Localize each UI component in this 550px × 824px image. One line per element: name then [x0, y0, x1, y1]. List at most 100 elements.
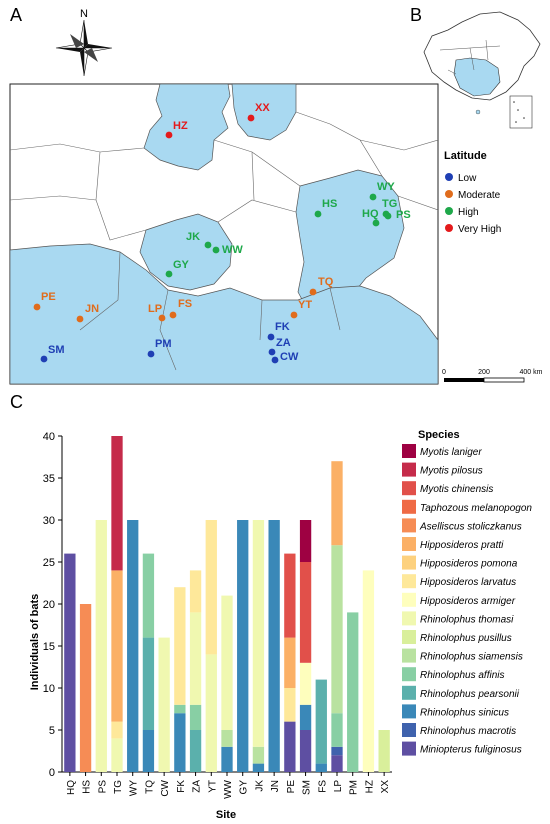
bar-segment-za-9 — [189, 570, 202, 613]
bar-segment-jk-7 — [252, 520, 265, 747]
site-label-hq: HQ — [362, 208, 379, 220]
legend-swatch-3 — [402, 685, 416, 700]
x-tick-label-tq: TQ — [144, 780, 155, 794]
bar-segment-ww-2 — [221, 746, 233, 772]
x-tick-label-za: ZA — [192, 780, 203, 793]
panel-label-a: A — [10, 5, 23, 25]
bar-segment-fs-2 — [315, 763, 327, 772]
site-dot-hs — [314, 210, 322, 218]
x-tick-label-cw: CW — [160, 779, 171, 796]
legend-swatch-12 — [402, 518, 416, 533]
province-south — [10, 243, 438, 384]
china-inset-map — [423, 11, 541, 129]
legend-swatch-2 — [402, 704, 416, 719]
bar-segment-fk-9 — [174, 587, 186, 705]
site-label-hs: HS — [322, 198, 337, 210]
legend-label-high: High — [458, 207, 479, 218]
bar-segment-yt-7 — [205, 654, 217, 772]
bar-segment-fk-2 — [174, 713, 186, 772]
legend-label-7: Rhinolophus thomasi — [420, 614, 514, 625]
legend-label-15: Myotis pilosus — [420, 466, 483, 477]
legend-swatch-8 — [402, 592, 416, 607]
x-tick-label-jn: JN — [270, 780, 281, 792]
province-shanxi — [231, 84, 297, 141]
bar-segment-fs-3 — [315, 679, 327, 764]
site-label-tg: TG — [382, 198, 397, 210]
bar-segment-jk-5 — [252, 746, 265, 764]
site-dot-jn — [76, 315, 84, 323]
species-legend-title: Species — [418, 429, 460, 441]
y-tick-label: 10 — [43, 683, 55, 695]
bar-segment-sm-2 — [299, 704, 312, 730]
legend-label-11: Hipposideros pratti — [420, 540, 504, 551]
bar-segment-tq-3 — [142, 637, 155, 730]
site-dot-pe — [33, 303, 41, 311]
map-frame — [9, 83, 439, 385]
legend-swatch-0 — [402, 741, 416, 756]
site-label-fs: FS — [178, 298, 192, 310]
y-tick-label: 20 — [43, 599, 55, 611]
bar-segment-ps-7 — [95, 520, 107, 772]
legend-dot-very-high — [445, 224, 453, 232]
bar-segment-xx-6 — [378, 730, 390, 772]
legend-swatch-16 — [402, 444, 416, 458]
site-label-cw: CW — [280, 351, 299, 363]
legend-label-6: Rhinolophus pusillus — [420, 633, 512, 644]
legend-dot-high — [445, 207, 453, 215]
bar-segment-tq-4 — [142, 553, 155, 638]
bar-segment-pe-14 — [284, 553, 296, 638]
legend-swatch-4 — [402, 667, 416, 682]
site-label-tq: TQ — [318, 276, 334, 288]
province-guizhou — [139, 213, 233, 291]
legend-swatch-15 — [402, 462, 416, 477]
x-tick-label-pm: PM — [349, 780, 360, 795]
province-shaanxi — [143, 84, 231, 171]
site-label-pm: PM — [155, 338, 172, 350]
site-label-xx: XX — [255, 102, 270, 114]
legend-label-low: Low — [458, 173, 477, 184]
y-tick-label: 25 — [43, 557, 55, 569]
bar-segment-jn-2 — [268, 520, 280, 772]
site-label-jn: JN — [85, 303, 99, 315]
site-label-pe: PE — [41, 291, 56, 303]
bar-segment-za-7 — [189, 612, 202, 705]
site-dot-hq — [372, 219, 380, 227]
panel-label-c: C — [10, 392, 23, 412]
x-tick-label-tg: TG — [113, 780, 124, 794]
species-legend: Species Myotis laniger Myotis pilosus Myot… — [402, 429, 532, 756]
legend-dot-low — [445, 173, 453, 181]
legend-swatch-11 — [402, 537, 416, 551]
y-tick-label: 35 — [43, 473, 55, 485]
latitude-legend: Latitude Low Moderate High Very High — [444, 150, 501, 235]
y-tick-label: 5 — [49, 725, 55, 737]
site-label-wy: WY — [377, 181, 395, 193]
legend-label-0: Miniopterus fuliginosus — [420, 745, 522, 756]
legend-swatch-6 — [402, 630, 416, 644]
legend-label-12: Aselliscus stoliczkanus — [419, 521, 522, 532]
y-tick-label: 15 — [43, 641, 55, 653]
bar-segment-fk-4 — [174, 704, 186, 714]
x-tick-label-hz: HZ — [364, 780, 375, 793]
bar-segment-lp-11 — [331, 461, 343, 546]
site-label-fk: FK — [275, 321, 290, 333]
legend-label-8: Hipposideros armiger — [420, 596, 516, 607]
scale-label-0: 0 — [442, 369, 446, 376]
bar-segment-za-3 — [189, 730, 202, 772]
scale-label-400: 400 km — [520, 369, 543, 376]
legend-dot-moderate — [445, 190, 453, 198]
x-tick-label-gy: GY — [239, 780, 250, 795]
bat-species-stacked-bar-chart: 0 5 10 15 20 25 30 35 40 HQ HS PS TG WY TQ CW FK ZA YT WW G… — [29, 429, 532, 821]
site-dot-fs — [169, 311, 177, 319]
x-tick-label-jk: JK — [254, 780, 265, 792]
x-tick-label-yt: YT — [207, 780, 218, 793]
x-tick-label-hq: HQ — [66, 780, 77, 795]
site-label-za: ZA — [276, 337, 291, 349]
x-tick-label-fk: FK — [176, 780, 187, 793]
site-label-sm: SM — [48, 344, 65, 356]
site-label-ww: WW — [222, 244, 243, 256]
site-dot-za — [268, 348, 276, 356]
legend-label-14: Myotis chinensis — [420, 484, 493, 495]
legend-label-3: Rhinolophus pearsonii — [420, 689, 520, 700]
